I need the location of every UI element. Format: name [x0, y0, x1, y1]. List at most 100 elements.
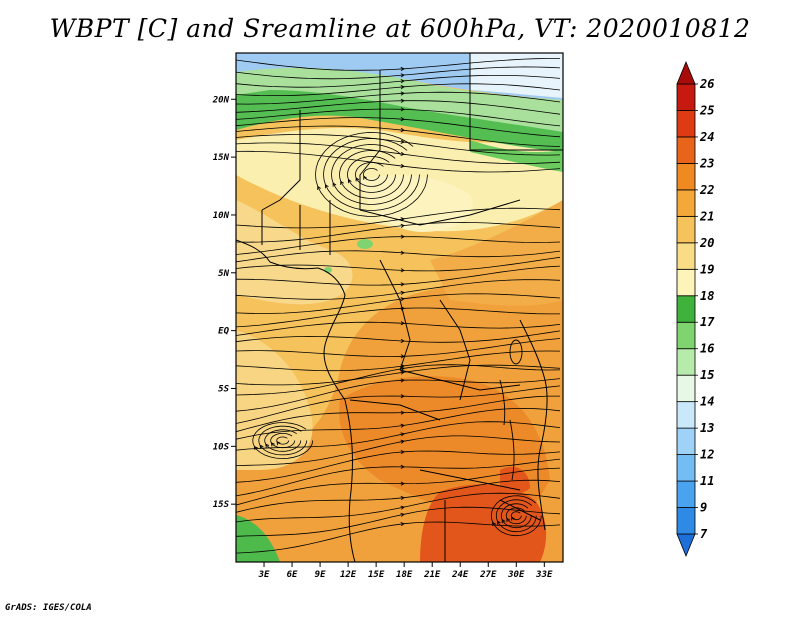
streamline-arrow: [253, 445, 258, 451]
streamline: [331, 144, 412, 205]
x-tick-label: 33E: [535, 570, 553, 580]
field-green-sw: [236, 515, 280, 562]
streamline-arrow: [400, 151, 405, 156]
streamline-arrow: [324, 183, 329, 189]
colorbar-swatch: [676, 348, 696, 376]
colorbar-swatch: [676, 242, 696, 270]
x-tick-label: 15E: [368, 570, 385, 580]
streamline: [236, 350, 561, 372]
streamline-arrow: [400, 91, 405, 96]
x-tick-label: 9E: [315, 570, 326, 580]
streamline-arrow: [400, 505, 405, 510]
streamline: [236, 458, 561, 497]
field-yellow-gulf: [236, 200, 353, 305]
streamline: [236, 108, 561, 127]
colorbar-label: 12: [700, 448, 714, 462]
streamline-arrow: [400, 163, 405, 169]
colorbar-label: 11: [700, 474, 714, 488]
streamline-arrow: [400, 297, 405, 302]
map-frame: [235, 52, 564, 563]
colorbar-swatch: [676, 60, 696, 85]
streamline-arrow: [363, 175, 367, 180]
x-tick-label: 18E: [396, 570, 413, 580]
streamline: [236, 66, 561, 80]
streamline-arrow: [400, 464, 405, 469]
colorbar-swatch: [676, 189, 696, 217]
streamline: [236, 117, 561, 138]
colorbar-label: 9: [700, 501, 707, 515]
field-pale-central: [360, 175, 473, 232]
colorbar-label: 25: [699, 103, 714, 117]
y-tick-label: 15N: [213, 153, 230, 163]
streamline: [339, 150, 404, 199]
streamline: [236, 521, 561, 554]
streamline: [236, 330, 561, 343]
streamline-arrow: [276, 440, 281, 446]
colorbar-swatch: [676, 136, 696, 164]
colorbar-swatch: [676, 427, 696, 455]
streamline-arrow: [400, 338, 405, 344]
streamline-arrow: [506, 517, 511, 522]
x-tick-label: 21E: [423, 570, 441, 580]
colorbar-swatch: [676, 268, 696, 297]
colorbar-label: 21: [699, 209, 714, 223]
colorbar-label: 24: [699, 130, 714, 144]
colorbar-swatch: [676, 83, 696, 111]
x-axis: 3E 6E 9E 12E 15E 18E 21E 24E 27E 30E 33E: [258, 562, 553, 580]
streamline: [236, 492, 561, 523]
colorbar-swatch: [676, 163, 696, 191]
streamline-arrow: [400, 282, 405, 287]
streamline-arrow: [400, 449, 405, 455]
streamline-arrow: [400, 73, 405, 78]
x-tick-label: 6E: [287, 570, 298, 580]
streamline: [236, 279, 561, 300]
streamline-arrow: [400, 107, 405, 112]
streamline: [236, 75, 561, 88]
colorbar-swatch: [676, 295, 696, 323]
streamline-arrow: [400, 268, 405, 273]
streamline-arrow: [400, 127, 405, 133]
streamline-arrow: [400, 354, 405, 359]
colorbar-label: 20: [699, 236, 714, 250]
x-tick-label: 12E: [340, 570, 357, 580]
streamline: [236, 83, 561, 96]
streamline-arrow: [400, 250, 405, 255]
colorbar-swatch: [676, 507, 696, 535]
colorbar: 7 9 11 12 13 14 15 16 17 18 19 20 21 22 23 24 25 26: [676, 60, 715, 558]
streamline: [236, 100, 561, 115]
streamline-arrow: [496, 520, 501, 525]
streamline: [236, 378, 561, 412]
country-borders: [236, 53, 563, 562]
streamline-arrow: [400, 370, 405, 375]
streamline: [236, 265, 561, 286]
colorbar-label: 16: [700, 342, 714, 356]
streamline: [236, 435, 561, 466]
streamline-arrow: [347, 178, 352, 184]
colorbar-label: 13: [700, 421, 714, 435]
streamline-arrow: [400, 394, 405, 399]
streamline-arrow: [511, 516, 515, 521]
streamline-arrow: [492, 521, 496, 526]
streamlines: [236, 58, 561, 554]
streamline: [236, 134, 561, 156]
y-tick-label: EQ: [218, 327, 229, 337]
streamline: [236, 385, 561, 424]
colorbar-label: 14: [700, 395, 714, 409]
streamline-arrow: [400, 98, 405, 103]
streamline: [236, 221, 561, 243]
y-tick-label: 20N: [212, 95, 230, 105]
streamline: [236, 364, 561, 396]
streamline-arrow: [400, 234, 405, 239]
streamline: [236, 125, 561, 147]
streamline-arrow: [400, 481, 405, 486]
streamline: [236, 395, 560, 433]
colorbar-label: 17: [700, 315, 715, 329]
streamline: [315, 132, 428, 217]
colorbar-label: 18: [700, 289, 714, 303]
streamline: [236, 150, 561, 173]
x-tick-label: 27E: [479, 570, 497, 580]
streamline-arrow: [501, 518, 506, 524]
chart-title: WBPT [C] and Sreamline at 600hPa, VT: 20…: [49, 14, 751, 43]
map-plot-area: [236, 53, 563, 562]
